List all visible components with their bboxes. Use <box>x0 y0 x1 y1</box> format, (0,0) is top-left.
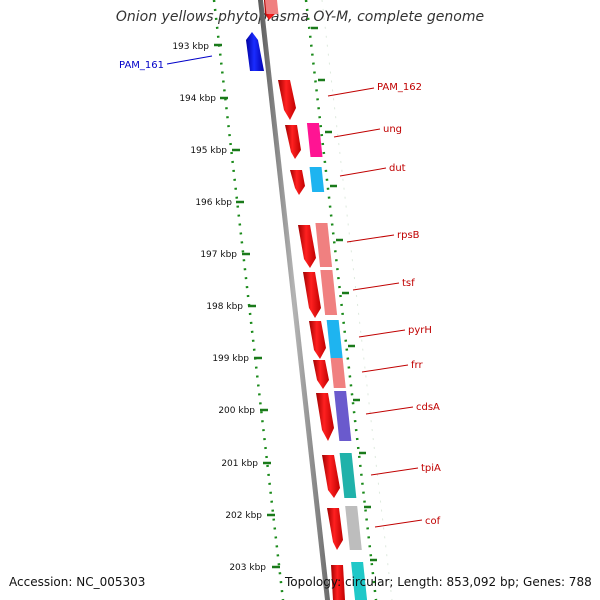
category-block[interactable] <box>326 320 343 358</box>
category-block[interactable] <box>315 223 333 267</box>
gene-label-cof[interactable]: cof <box>374 516 441 528</box>
gene-label-text: rpsB <box>397 230 420 241</box>
gene-arrow-reverse[interactable] <box>246 32 264 71</box>
category-block[interactable] <box>309 167 325 192</box>
kbp-tick: 200 kbp <box>218 406 268 416</box>
kbp-tick: 193 kbp <box>172 42 222 52</box>
gene-label-text: cdsA <box>416 402 440 413</box>
kbp-tick-label: 200 kbp <box>218 406 255 416</box>
gene-arrow-forward[interactable] <box>278 80 296 120</box>
category-block[interactable] <box>320 270 338 315</box>
gene-arrow-forward[interactable] <box>316 393 334 441</box>
kbp-tick-label: 193 kbp <box>172 42 209 52</box>
category-blocks <box>265 0 368 600</box>
forward-strand-genes <box>264 0 345 600</box>
gene-arrow-forward[interactable] <box>298 225 316 268</box>
gene-label-frr[interactable]: frr <box>361 360 423 373</box>
gene-label-text: PAM_161 <box>119 60 164 71</box>
gene-arrow-forward[interactable] <box>290 170 305 195</box>
gene-arrow-forward[interactable] <box>285 125 301 159</box>
category-block[interactable] <box>330 358 346 388</box>
kbp-tick-label: 198 kbp <box>206 302 243 312</box>
kbp-tick-label: 195 kbp <box>190 146 227 156</box>
kbp-tick-label: 199 kbp <box>212 354 249 364</box>
category-block[interactable] <box>345 506 362 550</box>
kbp-tick: 199 kbp <box>212 354 262 364</box>
gene-label-pyrh[interactable]: pyrH <box>358 325 432 338</box>
kbp-tick: 196 kbp <box>195 198 244 208</box>
kbp-scale: 193 kbp 194 kbp 195 kbp 196 kbp 197 kbp … <box>172 42 280 573</box>
map-title: Onion yellows phytoplasma OY-M, complete… <box>115 9 485 25</box>
gene-label-tsf[interactable]: tsf <box>352 278 415 291</box>
gene-label-text: dut <box>389 163 406 174</box>
category-dotted-ring <box>321 0 393 600</box>
gene-arrow-forward[interactable] <box>327 508 343 550</box>
gene-label-pam-162[interactable]: PAM_162 <box>327 82 422 97</box>
gene-label-text: tpiA <box>421 463 441 474</box>
category-block[interactable] <box>265 0 279 14</box>
genome-summary: Topology: circular; Length: 853,092 bp; … <box>285 575 592 589</box>
kbp-tick: 194 kbp <box>179 94 228 104</box>
category-block[interactable] <box>351 562 368 600</box>
gene-label-text: frr <box>411 360 423 371</box>
gene-arrow-forward[interactable] <box>309 321 326 359</box>
gene-arrow-forward[interactable] <box>322 455 340 498</box>
kbp-tick: 202 kbp <box>225 511 275 521</box>
gene-labels: PAM_161 PAM_162 ung dut rpsB tsf <box>119 55 441 528</box>
kbp-tick-label: 194 kbp <box>179 94 216 104</box>
kbp-tick-label: 201 kbp <box>221 459 258 469</box>
kbp-tick-label: 197 kbp <box>200 250 237 260</box>
kbp-tick: 197 kbp <box>200 250 250 260</box>
gene-label-text: tsf <box>402 278 415 289</box>
gene-label-ung[interactable]: ung <box>333 124 402 138</box>
kbp-tick-label: 202 kbp <box>225 511 262 521</box>
kbp-tick: 198 kbp <box>206 302 256 312</box>
kbp-tick: 195 kbp <box>190 146 240 156</box>
kbp-tick-label: 203 kbp <box>229 563 266 573</box>
gene-label-pam-161[interactable]: PAM_161 <box>119 55 213 71</box>
category-block[interactable] <box>334 391 352 441</box>
gene-label-text: cof <box>425 516 441 527</box>
gene-label-rpsb[interactable]: rpsB <box>346 230 420 243</box>
kbp-tick: 201 kbp <box>221 459 271 469</box>
inner-dotted-ring <box>212 0 285 600</box>
gene-label-dut[interactable]: dut <box>339 163 406 177</box>
category-block[interactable] <box>306 123 323 157</box>
accession-label: Accession: NC_005303 <box>9 575 146 589</box>
gene-arrow-forward[interactable] <box>331 565 345 600</box>
gene-arrow-forward[interactable] <box>303 272 321 318</box>
gene-label-tpia[interactable]: tpiA <box>370 463 441 476</box>
gene-label-text: pyrH <box>408 325 432 336</box>
category-block[interactable] <box>339 453 357 498</box>
genome-backbone <box>258 0 330 600</box>
gene-label-text: ung <box>383 124 402 135</box>
ring-dots <box>212 0 393 600</box>
gene-label-text: PAM_162 <box>377 82 422 93</box>
kbp-tick-label: 196 kbp <box>195 198 232 208</box>
gene-arrow-forward[interactable] <box>313 360 329 389</box>
gene-label-cdsa[interactable]: cdsA <box>365 402 440 415</box>
outer-dotted-ring <box>304 0 378 600</box>
kbp-tick: 203 kbp <box>229 563 280 573</box>
outer-ring-ticks <box>311 26 377 562</box>
